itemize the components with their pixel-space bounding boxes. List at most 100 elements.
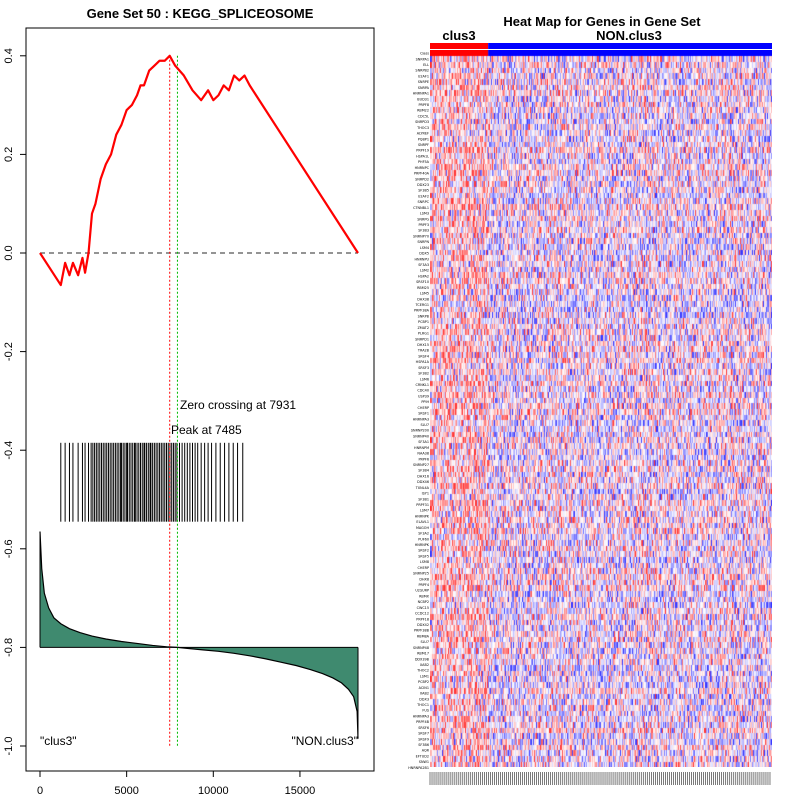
row-label: SNRPD1 (415, 337, 429, 341)
row-label: DHX15 (417, 343, 429, 347)
row-label: SNRNP70 (413, 234, 429, 238)
row-label: HNRNPA2B1 (408, 766, 429, 770)
row-label: DDX3 (419, 697, 429, 701)
row-label: SNRPD3 (415, 120, 429, 124)
x-tick-label: 5000 (114, 785, 138, 797)
group-color-bar (430, 43, 772, 49)
row-label: TXNL4A (415, 486, 430, 490)
row-label: ACIN1 (419, 686, 429, 690)
row-label: CWC15 (417, 606, 429, 610)
x-tick-label: 15000 (285, 785, 316, 797)
row-label: SF3B3 (418, 229, 429, 233)
row-label: ELAVL1 (416, 520, 429, 524)
row-label: HNRNPA1 (413, 92, 429, 96)
row-label: PQBP1 (418, 137, 429, 141)
row-label: HNRNPA3 (413, 714, 429, 718)
row-label: SNRNP25 (413, 572, 429, 576)
row-label: LSM2 (420, 269, 429, 273)
row-label: LSM1 (420, 674, 429, 678)
row-label: SF3B6 (418, 743, 429, 747)
row-label: PRPF4 (418, 583, 429, 587)
row-label: SRSF2 (418, 549, 429, 553)
row-label: DDX46 (417, 480, 429, 484)
row-label: PCBP2 (418, 680, 429, 684)
y-axis: 0.4 0.2 0.0 -0.2 -0.4 -0.6 -0.8 -1.0 (3, 48, 27, 755)
row-label: DHX38 (417, 297, 429, 301)
heatmap-cells-raster (430, 50, 772, 767)
row-label: PRPF38A (414, 309, 430, 313)
group-bar-clus3 (430, 43, 489, 49)
row-label: TRA2B (417, 349, 430, 353)
y-tick-label: -0.4 (3, 441, 15, 460)
row-label: RBM25 (417, 286, 429, 290)
row-label: XAB2 (420, 663, 429, 667)
enrichment-plot: Gene Set 50 : KEGG_SPLICEOSOME 0 5000 1000… (3, 6, 375, 797)
row-label: SNW1 (419, 760, 429, 764)
y-tick-label: -0.6 (3, 539, 15, 558)
running-es-line (39, 54, 359, 287)
heatmap-cells (430, 50, 772, 767)
row-label: PRPF4B (416, 720, 430, 724)
row-label: SNRPE (418, 80, 429, 84)
row-label: CHERP (418, 566, 429, 570)
row-label: EFTUD2 (416, 754, 429, 758)
row-label: LSM5 (420, 292, 429, 296)
y-tick-label: -0.2 (3, 342, 15, 361)
row-label: DDX23 (417, 183, 429, 187)
row-label: SRSF6 (418, 726, 429, 730)
row-label: DHX8 (419, 577, 429, 581)
row-label: LSM7 (420, 509, 429, 513)
row-label: LSM8 (420, 560, 429, 564)
row-label: CHERP (418, 406, 429, 410)
left-class-label: "clus3" (40, 734, 77, 748)
row-label: PRPF19 (416, 149, 429, 153)
ranked-metric-layer (39, 531, 359, 739)
row-label: HNRNPU (414, 257, 429, 261)
row-label: NCBP2 (418, 600, 429, 604)
x-tick-label: 10000 (198, 785, 229, 797)
row-label: HSPA2 (418, 274, 429, 278)
row-label: HNRNPK (415, 514, 430, 518)
reference-lines (40, 55, 358, 746)
row-label: SNRNP27 (413, 463, 429, 467)
row-label: CRNKL1 (415, 383, 429, 387)
row-label: CCDC12 (415, 612, 429, 616)
row-label: PRPF18 (416, 617, 429, 621)
row-label: SRSF3 (418, 366, 429, 370)
row-label: PRPF8 (418, 103, 429, 107)
row-label: MAGOH (416, 526, 429, 530)
row-label: SF3A3 (418, 263, 429, 267)
row-label: SNRNP48 (413, 646, 429, 650)
row-label: SNRPG (417, 217, 429, 221)
row-label: TCERG1 (414, 303, 429, 307)
row-label: HSPA1A (416, 360, 430, 364)
row-label: ISY1 (422, 492, 429, 496)
row-label: SLU7 (420, 423, 429, 427)
row-label: PRPF31 (416, 503, 429, 507)
row-label: NAA38 (417, 452, 429, 456)
heatmap-title: Heat Map for Genes in Gene Set (503, 14, 701, 29)
row-label: SNRPA1 (416, 57, 429, 61)
row-label: THOC2 (416, 669, 429, 673)
row-label: U2AF1 (418, 74, 429, 78)
row-label: CDC5L (418, 114, 430, 118)
row-label: RBM17 (417, 652, 429, 656)
row-label: ELL (423, 63, 429, 67)
row-label: HNRNPM (414, 446, 429, 450)
group-bar-non-clus3 (488, 43, 772, 49)
row-label: LSM3 (420, 212, 429, 216)
row-label: RBMX (419, 594, 430, 598)
peak-annotation: Peak at 7485 (171, 423, 242, 437)
group-label-non-clus3: NON.clus3 (596, 28, 662, 43)
row-label: RBM8A (417, 634, 430, 638)
row-label: PRPF40A (414, 172, 430, 176)
right-class-label: "NON.clus3" (291, 734, 358, 748)
row-label: PRPF3 (418, 223, 429, 227)
row-label: SNRPD2 (415, 177, 429, 181)
row-label: DHX16 (417, 474, 429, 478)
row-label: SRSF7 (418, 732, 429, 736)
row-label: LSM6 (420, 377, 429, 381)
row-label: PCBP1 (418, 320, 429, 324)
row-label: SRSF9 (418, 737, 429, 741)
